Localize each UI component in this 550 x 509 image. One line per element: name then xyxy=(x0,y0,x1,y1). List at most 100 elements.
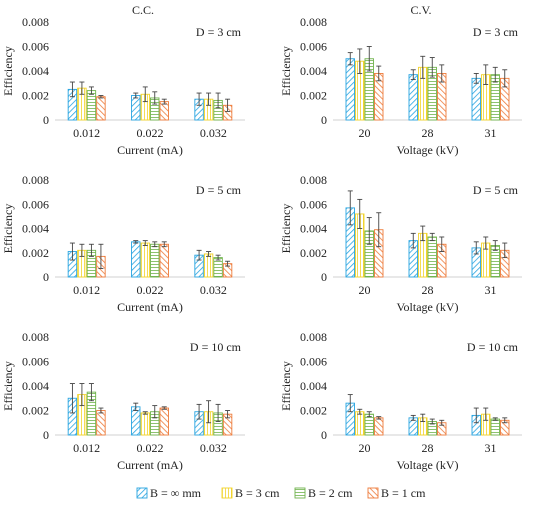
legend-swatch xyxy=(136,487,148,499)
bar xyxy=(471,77,481,121)
x-axis-label: Current (mA) xyxy=(117,458,183,472)
panel-annotation: D = 5 cm xyxy=(196,183,242,197)
y-tick-label: 0.006 xyxy=(300,355,327,369)
x-tick-label: 28 xyxy=(422,126,434,140)
panels: 0 0.002 0.004 0.006 0.008 Efficiency Current (… xyxy=(1,15,522,472)
x-tick-label: 31 xyxy=(485,441,497,455)
legend: B = ∞ mm B = 3 cm B = 2 cm B = 1 cm xyxy=(136,486,426,500)
y-tick-label: 0.008 xyxy=(22,15,49,29)
legend-item: B = 3 cm xyxy=(221,486,280,500)
bar xyxy=(159,243,169,278)
y-tick-label: 0.002 xyxy=(300,89,327,103)
y-tick-label: 0.004 xyxy=(300,379,327,393)
y-tick-label: 0.008 xyxy=(22,173,49,187)
x-tick-label: 31 xyxy=(485,283,497,297)
y-axis-label: Efficiency xyxy=(1,204,15,254)
x-tick-label: 20 xyxy=(359,441,371,455)
panel: 0 0.002 0.004 0.006 0.008 Efficiency Current (… xyxy=(1,330,245,472)
legend-swatch xyxy=(367,487,379,499)
bar xyxy=(159,407,169,436)
x-axis-label: Voltage (kV) xyxy=(396,458,458,472)
y-tick-label: 0.004 xyxy=(22,64,49,78)
x-tick-label: 0.012 xyxy=(73,283,100,297)
bar xyxy=(150,243,160,278)
panel: 0 0.002 0.004 0.006 0.008 Efficiency Voltage (… xyxy=(279,173,522,314)
column-title-cv: C.V. xyxy=(410,3,431,17)
bar xyxy=(364,413,374,436)
panel-annotation: D = 5 cm xyxy=(473,183,519,197)
x-tick-label: 0.022 xyxy=(137,441,164,455)
x-axis-label: Current (mA) xyxy=(117,300,183,314)
x-tick-label: 20 xyxy=(359,283,371,297)
bar xyxy=(427,236,437,278)
x-tick-label: 20 xyxy=(359,126,371,140)
legend-label: B = ∞ mm xyxy=(150,486,202,500)
legend-item: B = 1 cm xyxy=(367,486,426,500)
legend-swatch xyxy=(221,487,233,499)
y-tick-label: 0 xyxy=(321,428,327,442)
bar xyxy=(96,410,106,436)
y-tick-label: 0.002 xyxy=(300,246,327,260)
y-tick-label: 0.006 xyxy=(22,197,49,211)
bar xyxy=(490,418,500,436)
panel: 0 0.002 0.004 0.006 0.008 Efficiency Current (… xyxy=(1,15,245,157)
y-tick-label: 0.008 xyxy=(22,330,49,344)
panel-annotation: D = 10 cm xyxy=(467,340,519,354)
y-tick-label: 0.008 xyxy=(300,15,327,29)
bar xyxy=(86,90,97,121)
bar xyxy=(140,412,150,436)
legend-label: B = 3 cm xyxy=(235,486,280,500)
legend-item: B = 2 cm xyxy=(294,486,353,500)
y-tick-label: 0.006 xyxy=(22,355,49,369)
x-tick-label: 0.032 xyxy=(200,126,227,140)
y-axis-label: Efficiency xyxy=(279,204,293,254)
x-tick-label: 0.032 xyxy=(200,441,227,455)
x-tick-label: 0.022 xyxy=(137,283,164,297)
y-axis-label: Efficiency xyxy=(279,361,293,411)
bar xyxy=(131,95,141,121)
y-tick-label: 0.008 xyxy=(300,173,327,187)
x-tick-label: 28 xyxy=(422,283,434,297)
bar xyxy=(96,96,106,121)
y-tick-label: 0.004 xyxy=(300,222,327,236)
y-tick-label: 0.002 xyxy=(22,404,49,418)
x-axis-label: Current (mA) xyxy=(117,143,183,157)
bar xyxy=(408,74,418,121)
bar xyxy=(213,257,223,278)
x-tick-label: 0.032 xyxy=(200,283,227,297)
y-tick-label: 0.008 xyxy=(300,330,327,344)
x-tick-label: 0.012 xyxy=(73,126,100,140)
y-axis-label: Efficiency xyxy=(1,46,15,96)
y-tick-label: 0 xyxy=(321,113,327,127)
bar xyxy=(355,411,365,436)
y-tick-label: 0 xyxy=(321,270,327,284)
y-tick-label: 0.004 xyxy=(22,222,49,236)
column-title-cc: C.C. xyxy=(132,3,154,17)
y-tick-label: 0.006 xyxy=(22,40,49,54)
y-tick-label: 0 xyxy=(43,113,49,127)
x-tick-label: 0.012 xyxy=(73,441,100,455)
bar xyxy=(203,253,214,278)
y-tick-label: 0 xyxy=(43,428,49,442)
y-tick-label: 0.006 xyxy=(300,40,327,54)
legend-label: B = 2 cm xyxy=(308,486,353,500)
panel: 0 0.002 0.004 0.006 0.008 Efficiency Voltage (… xyxy=(279,15,522,157)
x-tick-label: 31 xyxy=(485,126,497,140)
bar xyxy=(131,406,141,436)
x-tick-label: 0.022 xyxy=(137,126,164,140)
y-axis-label: Efficiency xyxy=(1,361,15,411)
legend-label: B = 1 cm xyxy=(381,486,426,500)
bar xyxy=(345,58,355,121)
panel: 0 0.002 0.004 0.006 0.008 Efficiency Voltage (… xyxy=(279,330,522,472)
panel: 0 0.002 0.004 0.006 0.008 Efficiency Current (… xyxy=(1,173,245,314)
bar xyxy=(131,241,141,278)
y-tick-label: 0 xyxy=(43,270,49,284)
panel-annotation: D = 3 cm xyxy=(473,25,519,39)
y-tick-label: 0.004 xyxy=(300,64,327,78)
y-tick-label: 0.004 xyxy=(22,379,49,393)
y-tick-label: 0.006 xyxy=(300,197,327,211)
x-axis-label: Voltage (kV) xyxy=(396,143,458,157)
legend-swatch xyxy=(294,487,306,499)
